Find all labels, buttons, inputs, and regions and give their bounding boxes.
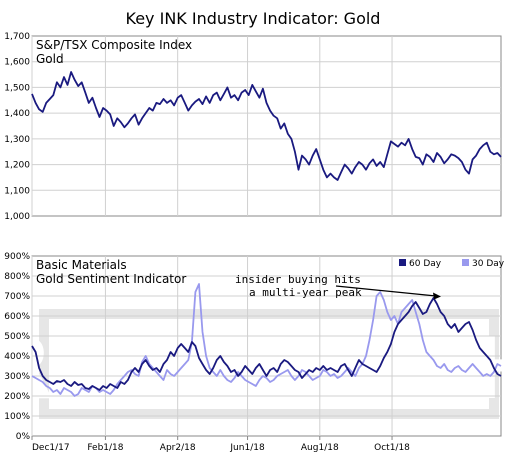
top-y-tick-label: 1,500 — [4, 83, 30, 93]
annotation-line: a multi-year peak — [249, 286, 362, 299]
svg-text:INK: INK — [85, 39, 446, 242]
top-panel-frame — [31, 35, 502, 217]
top-y-tick-label: 1,300 — [4, 135, 30, 145]
x-tick-label: Dec1/17 — [32, 443, 70, 453]
top-panel-series — [31, 71, 502, 181]
bottom-y-tick-label: 700% — [4, 292, 30, 302]
bottom-y-tick-label: 200% — [4, 392, 30, 402]
bottom-panel-y-ticks: 0% 100% 200% 300% 400% 500% 600% 700% 800% 900% — [4, 252, 30, 442]
bottom-panel: RESEARCH 0% 100% 200% 300% 400% 500% 600% 700% 8… — [0, 252, 507, 453]
bottom-y-tick-label: 800% — [4, 272, 30, 282]
top-y-tick-label: 1,400 — [4, 109, 30, 119]
bottom-panel-x-ticks: Dec1/17 Feb1/18 Apr2/18 Jun1/18 Aug1/18 Oct1/… — [31, 436, 410, 453]
legend-label-30-day: 30 Day — [472, 259, 505, 269]
legend-label-60-day: 60 Day — [409, 259, 442, 269]
annotation-arrow — [335, 285, 437, 297]
x-tick-label: Jun1/18 — [229, 443, 265, 453]
series-line-30-day — [31, 283, 502, 397]
top-y-tick-label: 1,700 — [4, 32, 30, 42]
bottom-y-tick-label: 600% — [4, 312, 30, 322]
x-tick-label: Oct1/18 — [374, 443, 410, 453]
x-tick-label: Feb1/18 — [87, 443, 123, 453]
bottom-y-tick-label: 0% — [16, 432, 31, 442]
legend: 60 Day 30 Day — [399, 259, 505, 269]
top-y-tick-label: 1,600 — [4, 58, 30, 68]
bottom-panel-grid — [31, 256, 501, 436]
top-y-tick-label: 1,100 — [4, 186, 30, 196]
annotation: insider buying hits a multi-year peak — [235, 273, 441, 300]
bottom-panel-subtitle: Gold Sentiment Indicator — [36, 272, 186, 286]
svg-text:RESEARCH: RESEARCH — [0, 319, 507, 419]
research-watermark: RESEARCH — [0, 309, 507, 419]
bottom-panel-frame — [31, 255, 502, 437]
top-panel-title: S&P/TSX Composite Index — [36, 38, 192, 52]
bottom-y-tick-label: 500% — [4, 332, 30, 342]
x-tick-label: Aug1/18 — [301, 443, 339, 453]
top-panel-subtitle: Gold — [36, 52, 64, 66]
top-panel-grid — [31, 36, 501, 216]
bottom-y-tick-label: 100% — [4, 412, 30, 422]
top-y-tick-label: 1,000 — [4, 212, 30, 222]
legend-swatch-30-day — [462, 259, 469, 266]
top-y-tick-label: 1,200 — [4, 161, 30, 171]
series-line-index — [31, 71, 502, 181]
annotation-arrowhead — [433, 292, 441, 300]
bottom-panel-series — [31, 283, 502, 397]
ink-watermark: INK — [85, 39, 446, 242]
top-panel: INK 1,0001,1001,2001,3001,4001,5001,6001… — [4, 32, 502, 242]
bottom-panel-title: Basic Materials — [36, 258, 127, 272]
chart-title: Key INK Industry Indicator: Gold — [126, 9, 381, 28]
bottom-y-tick-label: 900% — [4, 252, 30, 262]
series-line-60-day — [31, 297, 502, 391]
x-tick-label: Apr2/18 — [160, 443, 196, 453]
annotation-text: insider buying hits a multi-year peak — [235, 273, 362, 299]
top-panel-y-ticks: 1,000 1,100 1,200 1,300 1,400 1,500 1,600 1,700 — [4, 32, 30, 222]
annotation-line: insider buying hits — [235, 273, 361, 286]
bottom-y-tick-label: 300% — [4, 372, 30, 382]
bottom-y-tick-label: 400% — [4, 352, 30, 362]
legend-swatch-60-day — [399, 259, 406, 266]
